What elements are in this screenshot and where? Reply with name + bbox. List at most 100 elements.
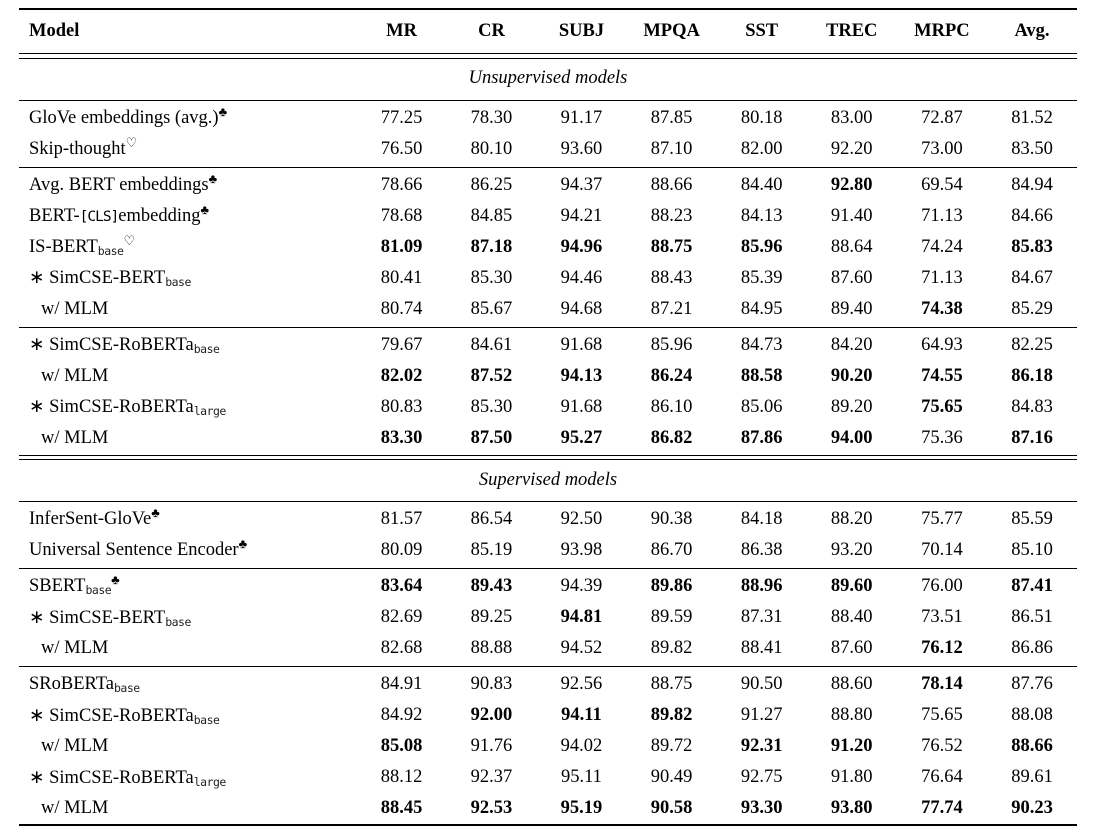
score-cell: 92.37: [470, 767, 513, 787]
score-cell: 92.20: [830, 138, 873, 159]
score-cell: 82.00: [740, 138, 783, 159]
score-cell: 89.86: [650, 576, 693, 596]
column-header: CR: [478, 20, 505, 41]
score-cell: 89.25: [470, 607, 513, 627]
score-cell: 94.02: [560, 736, 603, 756]
score-cell: 93.80: [830, 798, 873, 818]
score-cell: 82.68: [380, 638, 423, 658]
score-cell: 77.25: [380, 107, 423, 128]
score-cell: 86.70: [650, 540, 693, 560]
score-cell: 89.40: [830, 298, 873, 319]
rule-line: [19, 568, 1077, 569]
score-cell: 94.81: [560, 607, 603, 627]
model-name-cell: SRoBERTabase: [19, 669, 357, 700]
score-cell: 78.14: [921, 674, 963, 694]
score-cell: 88.88: [470, 638, 513, 658]
score-cell: 90.83: [470, 674, 513, 694]
score-cell: 87.85: [650, 107, 693, 128]
size-subscript: large: [193, 404, 227, 418]
score-cell: 84.40: [740, 174, 783, 195]
model-name-text: embedding: [118, 205, 201, 226]
score-cell: 85.59: [1011, 509, 1053, 529]
score-cell: 94.00: [830, 427, 873, 448]
score-cell: 91.68: [560, 396, 603, 417]
table-row: ∗ SimCSE-BERTbase 82.69 89.25 94.81 89.59 87.…: [19, 602, 1077, 633]
score-cell: 91.80: [830, 767, 873, 787]
single-rule: [19, 566, 1077, 571]
model-name-text: w/ MLM: [41, 427, 109, 448]
score-cell: 90.38: [650, 509, 693, 529]
model-name-text: SRoBERTa: [29, 674, 114, 694]
column-header: SST: [745, 20, 779, 41]
club-suit-icon: ♣: [238, 536, 248, 551]
score-cell: 89.72: [650, 736, 693, 756]
score-cell: 83.50: [1011, 138, 1053, 159]
score-cell: 86.54: [470, 509, 513, 529]
score-cell: 90.49: [650, 767, 693, 787]
rule-line: [19, 454, 1077, 460]
score-cell: 95.19: [560, 798, 603, 818]
score-cell: 94.37: [560, 174, 603, 195]
table-row: IS-BERTbase♡ 81.09 87.18 94.96 88.75 85.96 88.…: [19, 232, 1077, 263]
table-row: BERT-[CLS]embedding♣ 78.68 84.85 94.21 88.23…: [19, 201, 1077, 232]
model-name-text: ∗ SimCSE-RoBERTa: [29, 767, 194, 788]
score-cell: 73.00: [921, 138, 963, 159]
score-cell: 78.68: [380, 205, 423, 226]
club-suit-icon: ♣: [111, 572, 120, 587]
model-name-cell: ∗ SimCSE-BERTbase: [19, 263, 357, 294]
table-row: ∗ SimCSE-RoBERTabase 79.67 84.61 91.68 85.96…: [19, 330, 1077, 361]
score-cell: 84.66: [1011, 205, 1053, 226]
score-cell: 74.55: [921, 365, 963, 386]
score-cell: 85.30: [470, 267, 513, 288]
score-cell: 76.52: [921, 736, 963, 756]
score-cell: 86.86: [1011, 638, 1053, 658]
score-cell: 91.76: [470, 736, 513, 756]
single-rule: [19, 664, 1077, 669]
score-cell: 76.50: [380, 138, 423, 159]
model-name-text: w/ MLM: [41, 638, 109, 658]
double-rule: [19, 52, 1077, 60]
rule-cell: [19, 165, 1077, 170]
score-cell: 84.91: [380, 674, 423, 694]
score-cell: 93.60: [560, 138, 603, 159]
score-cell: 81.57: [380, 509, 423, 529]
score-cell: 91.27: [740, 705, 783, 725]
score-cell: 84.85: [470, 205, 513, 226]
score-cell: 87.21: [650, 298, 693, 319]
score-cell: 85.06: [740, 396, 783, 417]
score-cell: 88.58: [740, 365, 783, 386]
model-name-text: Avg. BERT embeddings: [29, 174, 209, 195]
score-cell: 88.20: [830, 509, 873, 529]
score-cell: 78.30: [470, 107, 513, 128]
model-name-cell: BERT-[CLS]embedding♣: [19, 201, 357, 232]
score-cell: 87.52: [470, 365, 513, 386]
score-cell: 91.40: [830, 205, 873, 226]
score-cell: 92.50: [560, 509, 603, 529]
table-row: ∗ SimCSE-RoBERTalarge 80.83 85.30 91.68 86.1…: [19, 392, 1077, 423]
score-cell: 80.41: [380, 267, 423, 288]
column-header: Avg.: [1014, 20, 1050, 41]
score-cell: 88.80: [830, 705, 873, 725]
model-name-text: GloVe embeddings (avg.): [29, 107, 219, 128]
heart-suit-icon: ♡: [123, 232, 136, 248]
score-cell: 94.21: [560, 205, 603, 226]
model-name-text: ∗ SimCSE-BERT: [29, 607, 166, 628]
model-name-cell: InferSent-GloVe♣: [19, 504, 357, 535]
model-name-text: ∗ SimCSE-RoBERTa: [29, 705, 194, 726]
size-subscript: base: [193, 712, 220, 727]
score-cell: 88.60: [830, 674, 873, 694]
model-name-text: SBERT: [29, 576, 86, 596]
rule-line: [19, 666, 1077, 667]
score-cell: 88.66: [650, 174, 693, 195]
score-cell: 69.54: [921, 174, 963, 195]
table-row: w/ MLM 83.30 87.50 95.27 86.82 87.86 94.00 75.3…: [19, 423, 1077, 454]
score-cell: 87.86: [740, 427, 783, 448]
score-cell: 75.36: [921, 427, 963, 448]
score-cell: 84.67: [1011, 267, 1053, 288]
table-row: w/ MLM 85.08 91.76 94.02 89.72 92.31 91.20 76.5…: [19, 731, 1077, 762]
score-cell: 89.20: [830, 396, 873, 417]
club-suit-icon: ♣: [151, 505, 160, 520]
column-header: MRPC: [914, 20, 970, 41]
score-cell: 84.13: [740, 205, 783, 226]
